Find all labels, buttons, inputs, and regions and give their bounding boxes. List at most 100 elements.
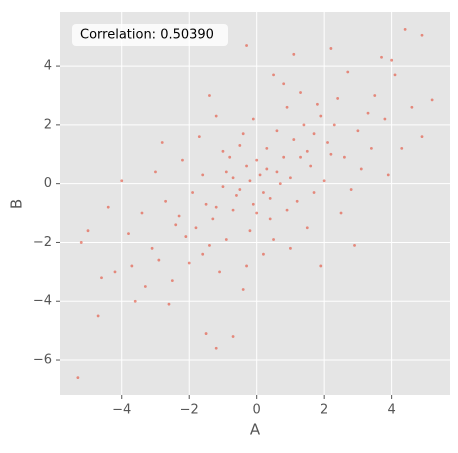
x-tick-label: 2 bbox=[320, 403, 328, 418]
point bbox=[245, 44, 248, 47]
y-tick-label: −6 bbox=[33, 353, 52, 368]
point bbox=[420, 135, 424, 139]
point bbox=[295, 199, 299, 203]
point bbox=[177, 214, 181, 218]
point bbox=[245, 264, 248, 268]
point bbox=[157, 258, 161, 262]
point bbox=[262, 252, 265, 256]
point bbox=[309, 164, 313, 168]
point bbox=[366, 111, 370, 115]
point bbox=[133, 299, 137, 303]
point bbox=[305, 226, 309, 230]
point bbox=[208, 94, 211, 97]
point bbox=[113, 270, 117, 274]
point bbox=[255, 211, 259, 215]
point bbox=[248, 179, 252, 183]
point bbox=[164, 199, 167, 203]
point bbox=[359, 167, 363, 171]
point bbox=[214, 114, 218, 118]
point bbox=[312, 132, 316, 136]
point bbox=[174, 223, 178, 227]
point bbox=[218, 270, 221, 274]
x-tick-label: −2 bbox=[180, 403, 199, 418]
point bbox=[275, 170, 279, 174]
point bbox=[143, 285, 147, 288]
y-axis-label: B bbox=[8, 199, 26, 209]
point bbox=[268, 196, 272, 200]
point bbox=[201, 173, 205, 177]
annotation-box bbox=[72, 24, 228, 46]
point bbox=[316, 102, 319, 106]
point bbox=[191, 191, 194, 194]
point bbox=[329, 152, 333, 156]
point bbox=[339, 211, 343, 215]
point bbox=[140, 211, 144, 215]
grid bbox=[56, 12, 450, 399]
point bbox=[187, 261, 191, 265]
point bbox=[150, 246, 154, 250]
point bbox=[120, 179, 124, 183]
point bbox=[410, 105, 414, 109]
point bbox=[329, 47, 333, 50]
point bbox=[282, 82, 286, 86]
point bbox=[326, 141, 329, 144]
point bbox=[390, 58, 394, 62]
point bbox=[96, 314, 100, 318]
point bbox=[312, 191, 316, 194]
points bbox=[76, 27, 434, 380]
point bbox=[106, 205, 110, 209]
point bbox=[302, 123, 306, 127]
point bbox=[272, 73, 275, 77]
point bbox=[204, 202, 208, 206]
point bbox=[403, 27, 407, 31]
point bbox=[235, 194, 238, 197]
point bbox=[373, 94, 377, 97]
annotation: Correlation: 0.50390 bbox=[80, 28, 214, 43]
point bbox=[154, 170, 157, 174]
point bbox=[356, 129, 360, 133]
point bbox=[299, 155, 302, 159]
point bbox=[251, 117, 255, 121]
point bbox=[238, 188, 242, 191]
point bbox=[170, 279, 174, 283]
x-tick-label: −4 bbox=[112, 403, 131, 418]
point bbox=[289, 176, 292, 180]
x-tick-label: 0 bbox=[253, 403, 261, 418]
point bbox=[285, 208, 289, 212]
point bbox=[349, 188, 353, 191]
point bbox=[251, 202, 255, 206]
point bbox=[285, 105, 289, 109]
point bbox=[76, 376, 80, 380]
point bbox=[420, 33, 424, 37]
point bbox=[228, 155, 232, 159]
point bbox=[319, 114, 323, 118]
point bbox=[221, 149, 225, 153]
point bbox=[343, 155, 346, 159]
point bbox=[265, 146, 269, 150]
point bbox=[248, 229, 252, 233]
point bbox=[332, 123, 336, 127]
point bbox=[194, 226, 198, 230]
point bbox=[231, 176, 235, 180]
point bbox=[278, 182, 282, 186]
point bbox=[268, 217, 272, 221]
point bbox=[224, 170, 228, 174]
point bbox=[289, 246, 292, 250]
point bbox=[383, 117, 387, 121]
plot-area bbox=[60, 12, 450, 395]
y-tick-label: 2 bbox=[44, 117, 52, 132]
point bbox=[430, 98, 434, 102]
point bbox=[214, 346, 218, 350]
point bbox=[305, 149, 309, 153]
point bbox=[201, 252, 205, 256]
point bbox=[386, 173, 390, 177]
point bbox=[130, 264, 134, 268]
point bbox=[160, 141, 164, 144]
point bbox=[231, 335, 235, 338]
point bbox=[204, 332, 208, 335]
point bbox=[369, 146, 373, 150]
point bbox=[197, 135, 201, 139]
point bbox=[231, 208, 235, 212]
point bbox=[238, 144, 242, 147]
